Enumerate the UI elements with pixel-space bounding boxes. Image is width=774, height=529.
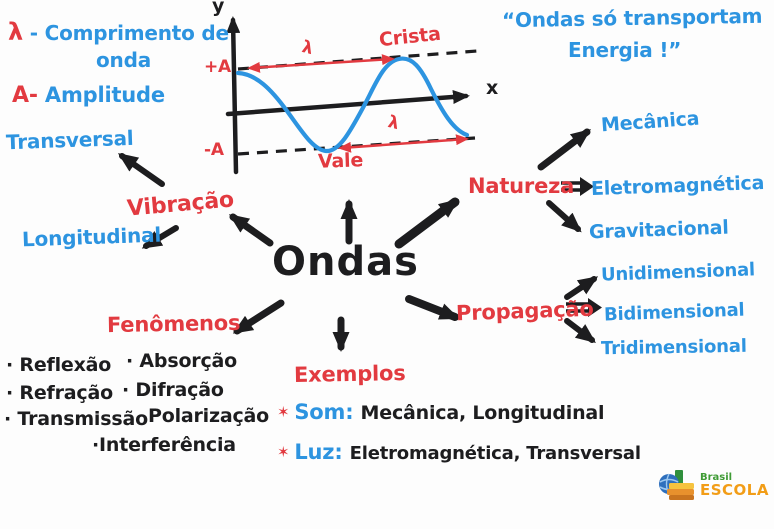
lambda-name: - Comprimento de [29,21,229,45]
example-luz-name: Luz: [294,440,343,464]
arrow-ondas-natureza [394,197,460,249]
branch-label-exemplos: Exemplos [293,361,406,387]
y-axis-label: y [212,0,225,17]
branch-label-natureza: Natureza [468,174,575,198]
wave-curve [235,56,470,154]
example-som-line: ✶ Som: Mecânica, Longitudinal [277,400,605,424]
list-item-refracao: · Refração [6,382,113,404]
example-som-desc: Mecânica, Longitudinal [360,402,605,424]
child-label-tridimensional: Tridimensional [600,335,747,360]
wavelength-arrow-top [247,54,395,73]
star-icon: ✶ [277,403,290,421]
arrow-vibracao-longitudinal [141,225,179,249]
arrow-vibracao-transversal [117,153,165,187]
star-icon: ✶ [277,443,290,461]
arrow-ondas-vibracao [228,213,274,247]
brand-name-bottom: ESCOLA [700,480,769,499]
center-node-ondas: Ondas [272,239,419,285]
arrow-natureza-mecanica [537,128,591,171]
wavelength-arrow-bottom [338,134,469,153]
list-item-reflexao: · Reflexão [6,354,112,376]
list-item-interferencia: ·Interferência [92,434,236,456]
child-label-transversal: Transversal [5,125,134,155]
list-item-polarizacao: Polarização [148,405,270,427]
amplitude-symbol: A- [12,83,38,108]
arrow-ondas-fenomenos [232,299,285,335]
list-item-absorcao: · Absorção [126,350,238,372]
child-label-longitudinal: Longitudinal [21,222,162,252]
arrow-propagacao-unidimensional [564,276,599,300]
x-axis-label: x [486,77,499,99]
branch-label-fenomenos: Fenômenos [106,310,241,338]
plus-amplitude-label: +A [204,57,232,77]
arrow-propagacao-tridimensional [564,318,596,344]
list-item-difracao: · Difração [122,379,224,401]
legend-wavelength: λ - Comprimento de [8,18,229,46]
brand-logo: Brasil ESCOLA [656,466,769,504]
globe-books-icon [659,470,694,500]
brand-logo-text: Brasil ESCOLA [700,471,769,499]
x-axis-line [225,90,470,117]
arrow-ondas-propagacao [405,295,460,321]
amplitude-name: Amplitude [44,83,165,107]
example-luz-line: ✶ Luz: Eletromagnética, Transversal [277,441,641,464]
branch-label-propagacao: Propagação [455,296,595,326]
arrow-natureza-gravitacional [546,200,582,233]
lambda-symbol: λ [8,18,23,46]
legend-wavelength-line2: onda [96,48,151,72]
brand-name-top: Brasil [700,471,733,483]
arrow-propagacao-bidimensional [566,298,602,317]
arrow-natureza-eletromagnetica [561,177,594,196]
valley-label: Vale [317,149,364,173]
minus-amplitude-label: -A [204,140,224,160]
legend-amplitude: A- Amplitude [12,84,165,107]
example-luz-desc: Eletromagnética, Transversal [349,443,641,464]
y-axis-line [226,16,241,175]
example-som-name: Som: [294,400,354,424]
list-item-transmissao: · Transmissão [4,408,148,430]
quote-line2: Energia !” [568,38,682,62]
quote-line1: “Ondas só transportam [501,3,763,33]
